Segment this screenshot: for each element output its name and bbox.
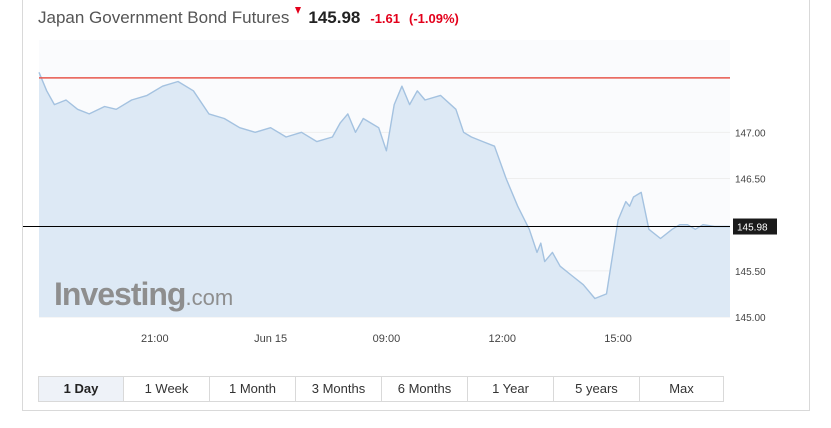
down-arrow-icon	[295, 7, 302, 14]
tab-1-month[interactable]: 1 Month	[209, 377, 295, 401]
tab-1-week[interactable]: 1 Week	[123, 377, 209, 401]
time-range-tabs: 1 Day 1 Week 1 Month 3 Months 6 Months 1 Year…	[38, 376, 724, 402]
tab-3-months[interactable]: 3 Months	[295, 377, 381, 401]
last-price: 145.98	[308, 8, 361, 27]
y-tick-label: 146.50	[735, 175, 766, 186]
tab-6-months[interactable]: 6 Months	[381, 377, 467, 401]
price-change: -1.61	[370, 11, 401, 26]
x-tick-label: 12:00	[488, 333, 516, 345]
price-line[interactable]	[38, 72, 730, 300]
tab-1-day[interactable]: 1 Day	[39, 377, 123, 401]
y-tick-label: 145.50	[735, 267, 766, 278]
x-tick-label: 09:00	[373, 333, 401, 345]
tab-max[interactable]: Max	[639, 377, 723, 401]
tab-5-years[interactable]: 5 years	[553, 377, 639, 401]
price-chart[interactable]: 145.00 145.50 146.50 147.00 145.98 21:00 Jun 1…	[23, 0, 809, 370]
y-tick-label: 147.00	[735, 128, 766, 139]
tab-1-year[interactable]: 1 Year	[467, 377, 553, 401]
current-price-label: 145.98	[737, 223, 768, 234]
x-tick-label: 21:00	[141, 333, 169, 345]
x-tick-label: 15:00	[604, 333, 632, 345]
instrument-title[interactable]: Japan Government Bond Futures	[38, 8, 290, 27]
y-tick-label: 145.00	[735, 313, 766, 324]
x-tick-label: Jun 15	[254, 333, 287, 345]
chart-widget: Japan Government Bond Futures 145.98 -1.…	[22, 0, 810, 411]
price-area	[39, 72, 730, 317]
price-change-percent: (-1.09%)	[409, 11, 459, 26]
current-price-label-bg	[733, 218, 777, 235]
logo-suffix: .com	[185, 285, 234, 310]
chart-header: Japan Government Bond Futures 145.98 -1.…	[38, 7, 459, 32]
investing-logo: Investing.com	[54, 276, 233, 313]
logo-brand: Investing	[54, 276, 186, 312]
